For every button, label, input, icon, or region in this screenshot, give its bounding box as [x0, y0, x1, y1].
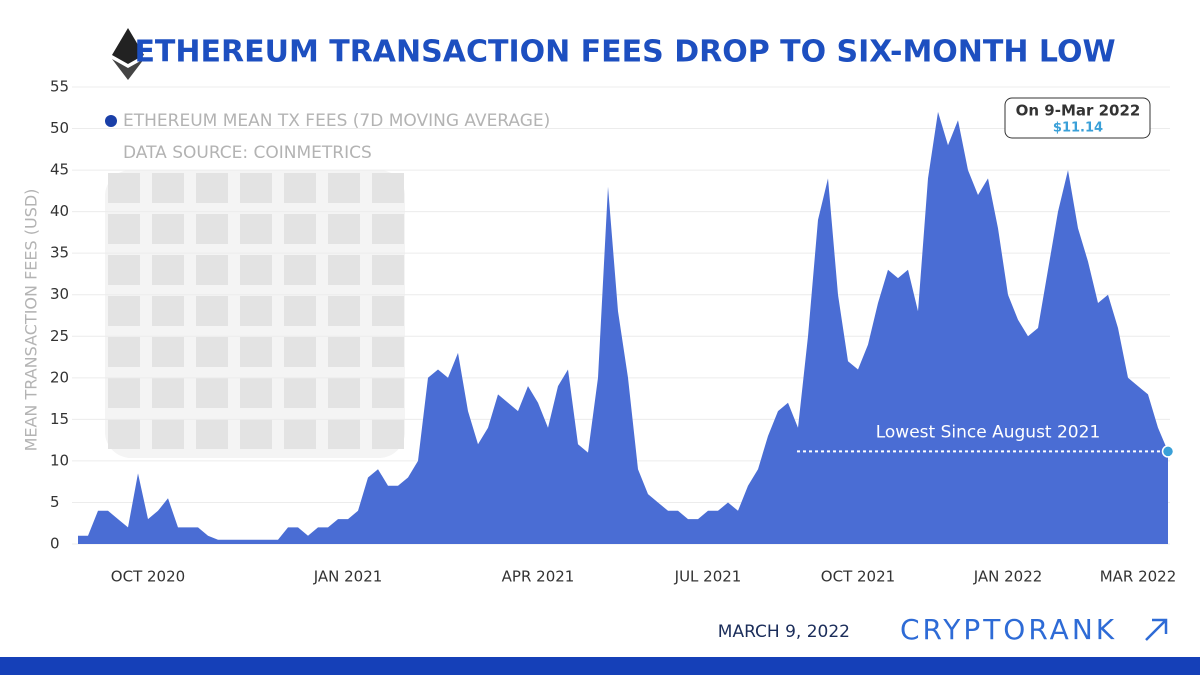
x-tick-label: APR 2021 — [502, 568, 575, 586]
watermark-cell — [240, 378, 272, 408]
eth-logo — [112, 59, 144, 80]
y-tick-label: 15 — [50, 410, 69, 428]
watermark-cell — [328, 337, 360, 367]
watermark-cell — [196, 296, 228, 326]
x-tick-label: MAR 2022 — [1100, 568, 1177, 586]
x-tick-label: OCT 2021 — [821, 568, 895, 586]
plot: OCT 2020 JAN 2021 APR 2021 JUL 2021 OCT 2021… — [78, 111, 1177, 586]
watermark-cell — [328, 173, 360, 203]
watermark-cell — [196, 378, 228, 408]
legend-marker — [105, 115, 117, 127]
watermark-cell — [284, 296, 316, 326]
watermark-cell — [196, 419, 228, 449]
watermark-cell — [328, 214, 360, 244]
watermark-cell — [152, 173, 184, 203]
watermark-cell — [240, 419, 272, 449]
watermark-cell — [196, 214, 228, 244]
watermark-cell — [284, 173, 316, 203]
area — [78, 111, 1168, 545]
watermark-cell — [240, 296, 272, 326]
watermark-cell — [196, 173, 228, 203]
brand: CRYPTORANK — [900, 613, 1117, 646]
watermark-cell — [372, 419, 404, 449]
watermark-cell — [372, 255, 404, 285]
watermark-cell — [152, 337, 184, 367]
watermark-cell — [108, 378, 140, 408]
brand-arrow — [1145, 618, 1168, 641]
y-tick-label: 20 — [50, 368, 69, 386]
annotation-price: $11.14 — [1053, 121, 1103, 136]
annotation-note: Lowest Since August 2021 — [876, 422, 1101, 442]
chart-title: ETHEREUM TRANSACTION FEES DROP TO SIX-MO… — [134, 35, 1115, 70]
watermark-cell — [108, 173, 140, 203]
watermark-cell — [108, 214, 140, 244]
watermark-cell — [328, 296, 360, 326]
eth-logo — [112, 28, 144, 64]
y-tick-label: 25 — [50, 327, 69, 345]
watermark-cell — [328, 419, 360, 449]
annotation-box — [1004, 97, 1151, 139]
watermark-cell — [372, 378, 404, 408]
watermark-cell — [152, 296, 184, 326]
watermark-cell — [328, 378, 360, 408]
watermark-cell — [284, 255, 316, 285]
y-tick-label: 35 — [50, 244, 69, 262]
watermark-cell — [240, 214, 272, 244]
y-tick-label: 45 — [50, 161, 69, 179]
x-tick-label: JUL 2021 — [674, 568, 742, 586]
source: DATA SOURCE: COINMETRICS — [123, 143, 372, 163]
watermark-cell — [284, 214, 316, 244]
watermark-cell — [196, 255, 228, 285]
watermark-cell — [328, 255, 360, 285]
watermark-cell — [284, 419, 316, 449]
y-tick-label: 30 — [50, 285, 69, 303]
y-tick-label: 5 — [50, 493, 60, 511]
watermark-cell — [108, 296, 140, 326]
watermark-cell — [240, 337, 272, 367]
watermark-cell — [284, 378, 316, 408]
watermark-cell — [152, 378, 184, 408]
x-tick-label: JAN 2022 — [973, 568, 1043, 586]
annotation-date: On 9-Mar 2022 — [1016, 102, 1141, 120]
watermark-cell — [108, 337, 140, 367]
watermark-cell — [372, 173, 404, 203]
watermark-cell — [196, 337, 228, 367]
y-tick-label: 55 — [50, 78, 69, 96]
watermark-cell — [240, 173, 272, 203]
legend-label: ETHEREUM MEAN TX FEES (7D MOVING AVERAGE… — [123, 111, 550, 131]
watermark-cell — [372, 296, 404, 326]
y-tick-label: 40 — [50, 202, 69, 220]
watermark-cell — [284, 337, 316, 367]
watermark-cell — [372, 214, 404, 244]
y-tick-label: 10 — [50, 451, 69, 469]
last-point — [1161, 445, 1175, 458]
footer-date: MARCH 9, 2022 — [718, 622, 850, 642]
watermark — [105, 170, 405, 458]
footer-bar — [0, 657, 1200, 675]
y-tick-label: 50 — [50, 119, 69, 137]
watermark-cell — [152, 214, 184, 244]
y-tick-label: 0 — [50, 535, 60, 553]
x-tick-label: OCT 2020 — [111, 568, 185, 586]
y-axis-label: MEAN TRANSACTION FEES (USD) — [22, 189, 41, 452]
watermark-cell — [108, 255, 140, 285]
watermark-cell — [372, 337, 404, 367]
x-tick-label: JAN 2021 — [313, 568, 383, 586]
watermark-cell — [152, 419, 184, 449]
watermark-cell — [108, 419, 140, 449]
watermark-cell — [152, 255, 184, 285]
watermark-cell — [240, 255, 272, 285]
